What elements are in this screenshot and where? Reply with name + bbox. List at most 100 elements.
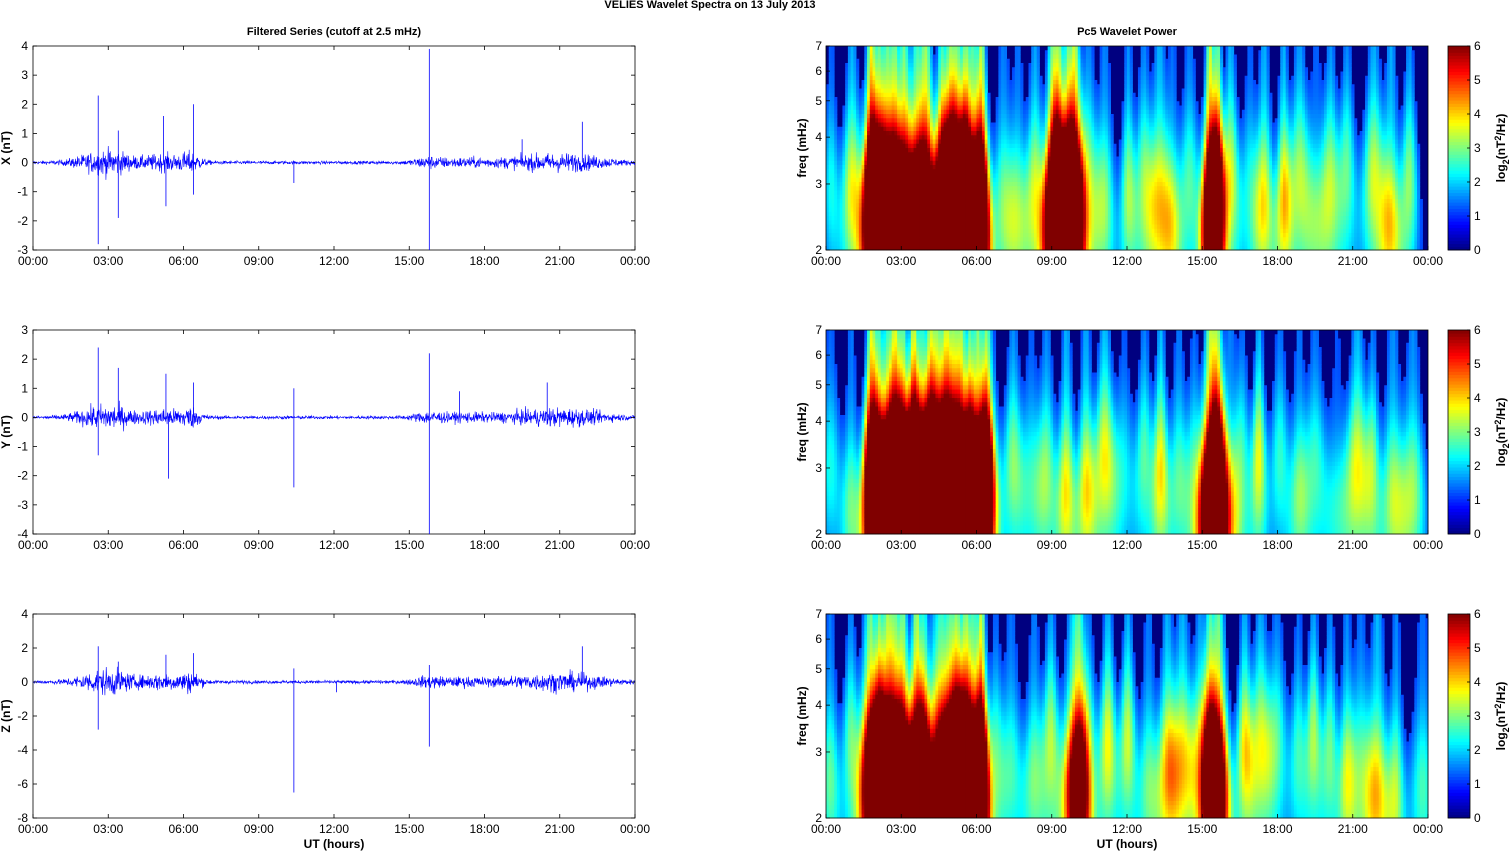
heatmap-cell: [853, 72, 856, 77]
heatmap-cell: [1105, 101, 1108, 106]
heatmap-cell: [1037, 63, 1040, 68]
heatmap-cell: [881, 242, 884, 247]
heatmap-cell: [1015, 84, 1018, 89]
heatmap-cell: [1072, 237, 1075, 242]
heatmap-cell: [875, 50, 878, 55]
heatmap-cell: [1031, 118, 1034, 123]
heatmap-cell: [1070, 89, 1073, 94]
heatmap-cell: [914, 101, 917, 106]
heatmap-cell: [919, 199, 922, 204]
heatmap-cell: [982, 152, 985, 157]
heatmap-cell: [949, 50, 952, 55]
heatmap-cell: [1009, 114, 1012, 119]
heatmap-cell: [1039, 169, 1042, 174]
heatmap-cell: [867, 178, 870, 183]
heatmap-cell: [982, 208, 985, 213]
heatmap-cell: [977, 165, 980, 170]
heatmap-cell: [966, 229, 969, 234]
heatmap-cell: [848, 135, 851, 140]
heatmap-cell: [990, 157, 993, 162]
heatmap-cell: [979, 212, 982, 217]
heatmap-cell: [903, 203, 906, 208]
heatmap-cell: [1050, 174, 1053, 179]
heatmap-cell: [998, 161, 1001, 166]
heatmap-cell: [875, 63, 878, 68]
heatmap-cell: [1048, 63, 1051, 68]
heatmap-cell: [946, 203, 949, 208]
heatmap-cell: [914, 152, 917, 157]
heatmap-cell: [993, 165, 996, 170]
heatmap-cell: [1086, 237, 1089, 242]
heatmap-cell: [1094, 140, 1097, 145]
heatmap-cell: [1067, 67, 1070, 72]
heatmap-cell: [974, 152, 977, 157]
heatmap-cell: [922, 46, 925, 51]
heatmap-cell: [998, 59, 1001, 64]
heatmap-cell: [834, 178, 837, 183]
heatmap-cell: [1001, 110, 1004, 115]
heatmap-cell: [1007, 97, 1010, 102]
heatmap-cell: [1072, 225, 1075, 230]
heatmap-cell: [1034, 131, 1037, 136]
heatmap-cell: [1045, 59, 1048, 64]
heatmap-cell: [1102, 127, 1105, 132]
heatmap-cell: [1039, 216, 1042, 221]
heatmap-cell: [1086, 233, 1089, 238]
heatmap-cell: [1064, 93, 1067, 98]
heatmap-cell: [987, 216, 990, 221]
heatmap-cell: [1059, 229, 1062, 234]
heatmap-cell: [837, 229, 840, 234]
heatmap-cell: [1111, 225, 1114, 230]
heatmap-cell: [1048, 169, 1051, 174]
heatmap-cell: [1094, 242, 1097, 247]
heatmap-cell: [1083, 131, 1086, 136]
heatmap-cell: [889, 212, 892, 217]
heatmap-cell: [960, 118, 963, 123]
heatmap-cell: [848, 80, 851, 85]
x-tick-label: 21:00: [545, 254, 575, 268]
heatmap-cell: [925, 161, 928, 166]
heatmap-cell: [1086, 229, 1089, 234]
heatmap-cell: [946, 242, 949, 247]
heatmap-cell: [856, 93, 859, 98]
heatmap-cell: [1026, 225, 1029, 230]
heatmap-cell: [845, 186, 848, 191]
heatmap-cell: [867, 72, 870, 77]
heatmap-cell: [853, 84, 856, 89]
heatmap-cell: [1089, 46, 1092, 51]
heatmap-cell: [960, 212, 963, 217]
heatmap-cell: [1059, 140, 1062, 145]
heatmap-cell: [859, 233, 862, 238]
heatmap-cell: [916, 195, 919, 200]
heatmap-cell: [946, 216, 949, 221]
heatmap-cell: [831, 157, 834, 162]
heatmap-cell: [966, 237, 969, 242]
heatmap-cell: [886, 55, 889, 60]
heatmap-cell: [1037, 80, 1040, 85]
heatmap-cell: [933, 148, 936, 153]
heatmap-cell: [960, 203, 963, 208]
heatmap-cell: [875, 199, 878, 204]
heatmap-cell: [960, 195, 963, 200]
heatmap-cell: [925, 157, 928, 162]
series-panel-y: 00:00 03:00 06:00 09:00 12:00 15:00 18:00 21:00…: [0, 323, 650, 552]
heatmap-cell: [1105, 46, 1108, 51]
heatmap-cell: [1045, 195, 1048, 200]
heatmap-cell: [955, 55, 958, 60]
heatmap-cell: [966, 118, 969, 123]
heatmap-cell: [853, 63, 856, 68]
heatmap-cell: [957, 199, 960, 204]
heatmap-cell: [892, 169, 895, 174]
heatmap-cell: [963, 229, 966, 234]
heatmap-cell: [941, 178, 944, 183]
heatmap-cell: [930, 55, 933, 60]
heatmap-cell: [848, 101, 851, 106]
heatmap-cell: [889, 55, 892, 60]
heatmap-cell: [985, 233, 988, 238]
heatmap-cell: [1097, 135, 1100, 140]
heatmap-cell: [883, 89, 886, 94]
heatmap-cell: [1056, 148, 1059, 153]
heatmap-cell: [1012, 216, 1015, 221]
heatmap-cell: [941, 118, 944, 123]
heatmap-cell: [1028, 161, 1031, 166]
